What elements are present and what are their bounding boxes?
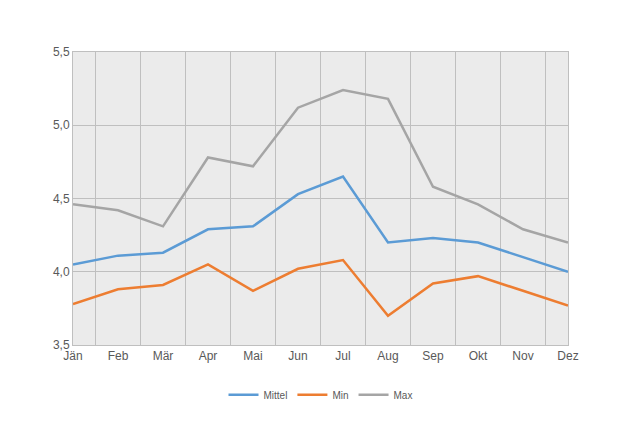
svg-text:Sep: Sep [422,349,444,363]
svg-text:Jän: Jän [63,349,82,363]
svg-text:4,5: 4,5 [53,192,70,206]
svg-text:5,0: 5,0 [53,118,70,132]
svg-text:Mittel: Mittel [264,390,288,401]
svg-text:Aug: Aug [377,349,398,363]
svg-text:Jun: Jun [288,349,307,363]
svg-text:5,5: 5,5 [53,45,70,59]
svg-text:Dez: Dez [557,349,578,363]
svg-text:Mai: Mai [243,349,262,363]
svg-text:Mär: Mär [153,349,174,363]
svg-text:Min: Min [332,390,348,401]
svg-text:Max: Max [394,390,413,401]
svg-text:Feb: Feb [108,349,129,363]
svg-text:4,0: 4,0 [53,265,70,279]
svg-text:Apr: Apr [199,349,218,363]
svg-text:Jul: Jul [335,349,350,363]
svg-text:Nov: Nov [512,349,533,363]
svg-text:Okt: Okt [469,349,488,363]
svg-text:3,5: 3,5 [53,338,70,352]
